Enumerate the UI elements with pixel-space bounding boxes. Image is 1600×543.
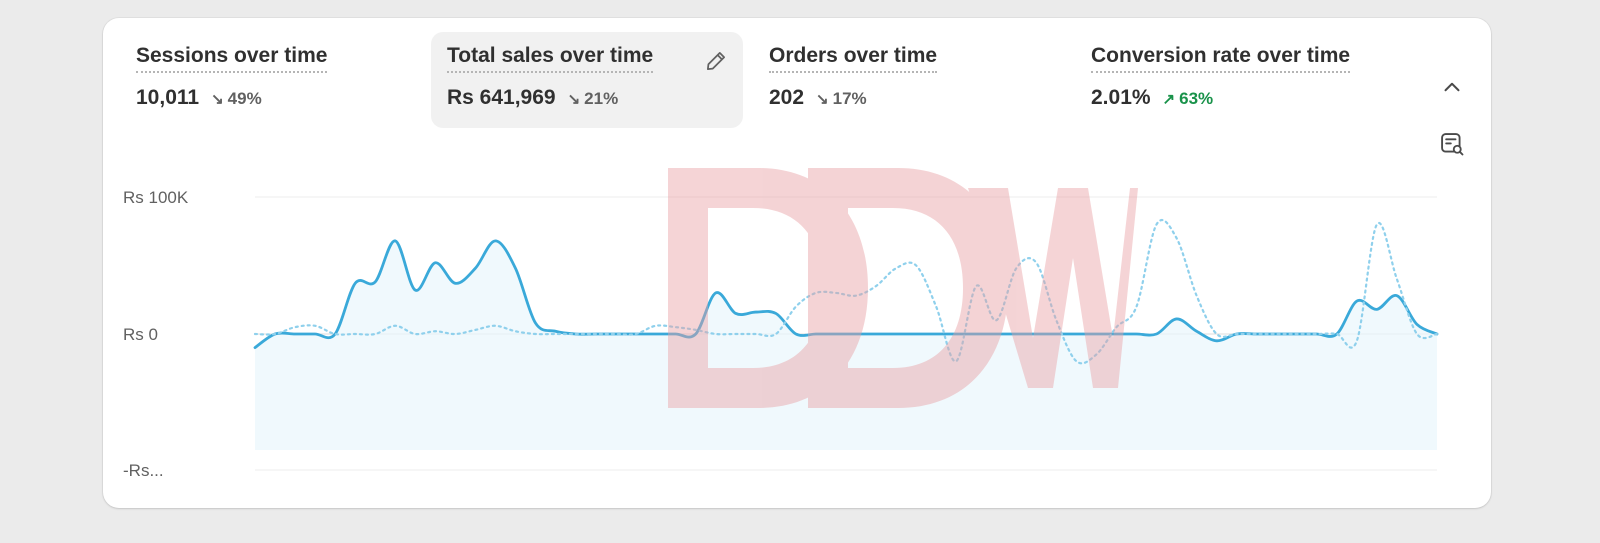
metric-value: Rs 641,969 bbox=[447, 86, 556, 109]
metric-value: 10,011 bbox=[136, 86, 200, 109]
metric-delta: ↗ 63% bbox=[1163, 89, 1214, 109]
series-area bbox=[255, 240, 1437, 450]
metric-delta: ↘ 49% bbox=[211, 89, 262, 109]
metric-title[interactable]: Orders over time bbox=[769, 44, 938, 73]
metric-delta: ↘ 17% bbox=[816, 89, 867, 109]
metric-sessions[interactable]: Sessions over time 10,011 ↘ 49% bbox=[120, 32, 432, 128]
metric-total-sales[interactable]: Total sales over time Rs 641,969 ↘ 21% bbox=[431, 32, 743, 128]
metric-title[interactable]: Sessions over time bbox=[136, 44, 328, 73]
delta-value: 21% bbox=[584, 89, 619, 108]
metric-value: 2.01% bbox=[1091, 86, 1151, 109]
comparison-series-line bbox=[253, 218, 1439, 365]
metric-conversion-rate[interactable]: Conversion rate over time 2.01% ↗ 63% bbox=[1075, 32, 1415, 128]
y-tick-label: Rs 0 bbox=[123, 325, 158, 344]
metric-title[interactable]: Conversion rate over time bbox=[1091, 44, 1351, 73]
arrow-down-icon: ↘ bbox=[567, 91, 581, 108]
lines-layer bbox=[253, 218, 1439, 365]
metric-delta: ↘ 21% bbox=[568, 89, 619, 109]
y-axis-ticks: Rs 100K Rs 0 -Rs... bbox=[123, 188, 189, 480]
arrow-down-icon: ↘ bbox=[816, 91, 829, 108]
y-tick-label: Rs 100K bbox=[123, 188, 189, 207]
pencil-icon[interactable] bbox=[703, 48, 729, 74]
delta-value: 17% bbox=[832, 89, 867, 108]
chevron-up-icon[interactable] bbox=[1439, 74, 1465, 100]
metric-value: 202 bbox=[769, 86, 805, 109]
area-layer bbox=[255, 240, 1437, 450]
delta-value: 49% bbox=[227, 89, 262, 108]
analytics-card: Sessions over time 10,011 ↘ 49% Total sa… bbox=[103, 18, 1491, 508]
y-tick-label: -Rs... bbox=[123, 461, 164, 480]
metric-title[interactable]: Total sales over time bbox=[447, 44, 654, 73]
arrow-up-icon: ↗ bbox=[1162, 91, 1176, 108]
chart-explore-icon[interactable] bbox=[1438, 130, 1466, 158]
arrow-down-icon: ↘ bbox=[211, 91, 224, 108]
metric-orders[interactable]: Orders over time 202 ↘ 17% bbox=[753, 32, 1065, 128]
delta-value: 63% bbox=[1179, 89, 1214, 108]
sales-chart: Rs 100K Rs 0 -Rs... bbox=[123, 188, 1439, 480]
